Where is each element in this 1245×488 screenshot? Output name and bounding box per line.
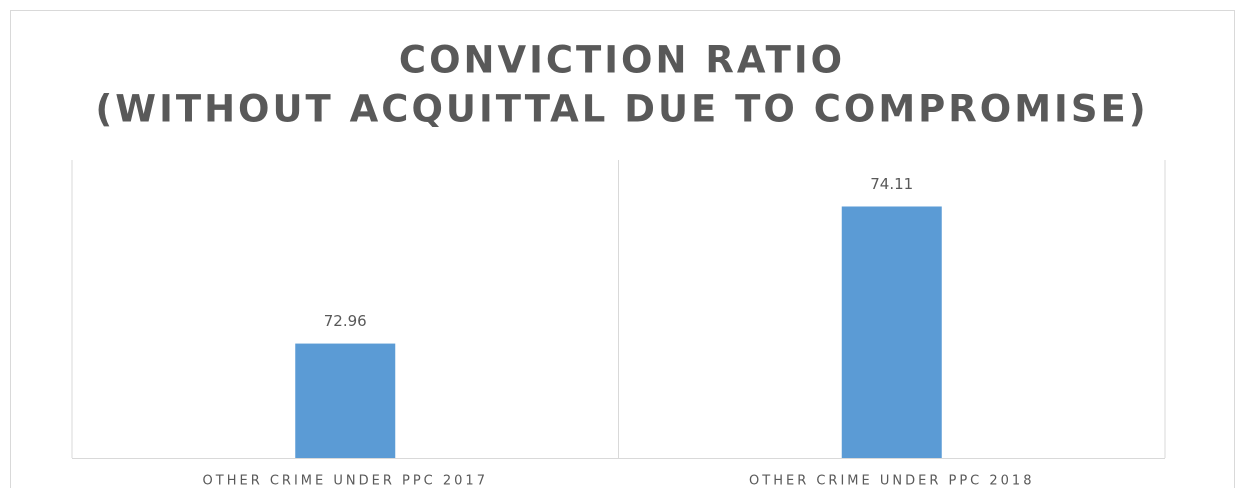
data-label: 72.96 bbox=[324, 312, 367, 330]
bar bbox=[841, 206, 942, 458]
chart-title: CONVICTION RATIO bbox=[399, 39, 845, 82]
data-label: 74.11 bbox=[870, 175, 913, 193]
x-tick-label: OTHER CRIME UNDER PPC 2017 bbox=[203, 474, 488, 488]
chart-border bbox=[10, 10, 1235, 488]
chart-title: (WITHOUT ACQUITTAL DUE TO COMPROMISE) bbox=[95, 88, 1148, 131]
x-tick-label: OTHER CRIME UNDER PPC 2018 bbox=[749, 474, 1034, 488]
bar bbox=[295, 343, 396, 458]
